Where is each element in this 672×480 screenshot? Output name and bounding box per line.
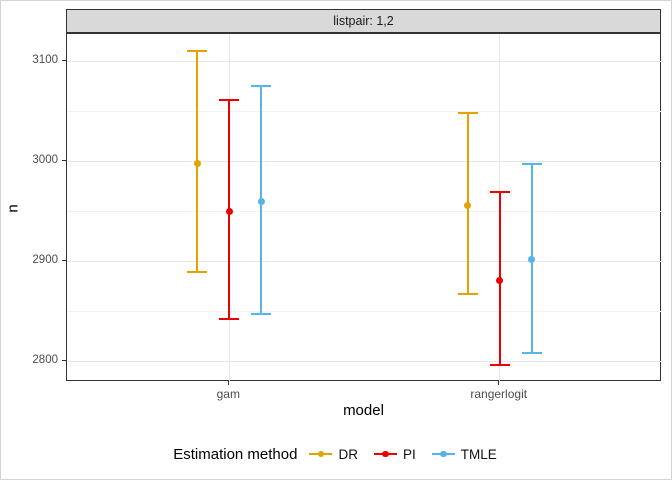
legend-key-dot — [440, 450, 447, 457]
errorbar-cap-bottom-dr-rangerlogit — [457, 293, 478, 295]
x-tick-label-rangerlogit: rangerlogit — [470, 387, 528, 401]
x-tick-label-gam: gam — [216, 387, 240, 401]
errorbar-cap-top-tmle-gam — [251, 85, 272, 87]
legend-key-icon — [309, 447, 333, 461]
facet-strip: listpair: 1,2 — [66, 9, 661, 33]
errorbar-cap-top-dr-rangerlogit — [457, 112, 478, 114]
y-axis-title: n — [4, 204, 22, 213]
y-tick-label: 3100 — [32, 54, 58, 66]
point-marker-dr-gam — [193, 159, 201, 167]
y-tick-label: 2800 — [32, 354, 58, 366]
point-marker-tmle-gam — [257, 197, 265, 205]
gridline-major-y — [67, 260, 662, 262]
x-axis-title: model — [343, 402, 384, 419]
errorbar-cap-bottom-tmle-gam — [251, 313, 272, 315]
plot-panel — [66, 33, 662, 382]
legend-key-dot — [317, 450, 325, 457]
gridline-major-y — [67, 160, 662, 162]
legend-item-tmle: TMLE — [431, 446, 497, 462]
errorbar-cap-bottom-tmle-rangerlogit — [521, 352, 542, 354]
gridline-minor-y — [67, 110, 662, 112]
errorbar-cap-top-dr-gam — [187, 50, 208, 52]
y-tick-mark — [62, 159, 66, 161]
point-marker-dr-rangerlogit — [464, 201, 472, 209]
errorbar-cap-bottom-pi-gam — [219, 318, 240, 320]
x-tick-mark — [498, 381, 500, 385]
gridline-major-y — [67, 360, 662, 362]
y-tick-label: 3000 — [32, 154, 58, 166]
legend-key-dot — [382, 450, 389, 457]
legend-title: Estimation method — [173, 445, 298, 463]
legend-item-dr: DR — [309, 447, 358, 462]
errorbar-cap-bottom-pi-rangerlogit — [489, 364, 510, 366]
y-tick-label: 2900 — [32, 254, 58, 266]
legend-item-label: PI — [402, 446, 416, 462]
legend-item-label: TMLE — [460, 446, 497, 462]
errorbar-cap-top-tmle-rangerlogit — [521, 163, 542, 165]
point-marker-pi-gam — [225, 207, 233, 215]
facet-strip-label: listpair: 1,2 — [333, 14, 394, 28]
errorbar-cap-top-pi-gam — [219, 99, 240, 101]
gridline-minor-y — [67, 210, 662, 212]
point-marker-pi-rangerlogit — [496, 276, 504, 284]
y-tick-mark — [62, 359, 66, 361]
legend-key-icon — [373, 447, 397, 461]
legend-key-icon — [431, 447, 455, 461]
x-tick-mark — [227, 381, 229, 385]
y-tick-mark — [62, 59, 66, 61]
errorbar-cap-bottom-dr-gam — [187, 271, 208, 273]
point-marker-tmle-rangerlogit — [528, 255, 536, 263]
legend-item-pi: PI — [373, 446, 416, 462]
gridline-minor-y — [67, 310, 662, 312]
legend-item-label: DR — [338, 446, 358, 462]
legend: Estimation method DR PI TMLE — [1, 441, 671, 467]
errorbar-cap-top-pi-rangerlogit — [489, 191, 510, 193]
y-tick-mark — [62, 259, 66, 261]
gridline-major-y — [67, 60, 662, 62]
